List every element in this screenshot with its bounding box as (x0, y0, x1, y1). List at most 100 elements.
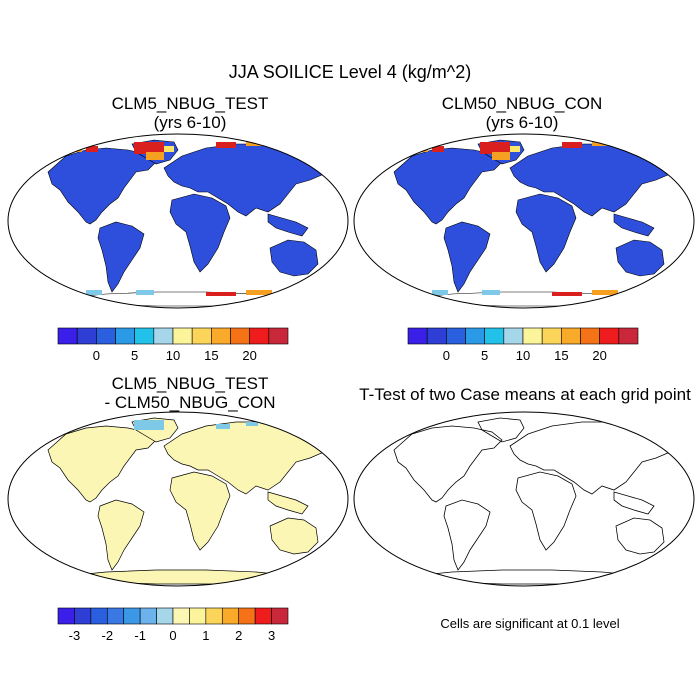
ice-patch (42, 156, 50, 162)
continent-north-america (47, 425, 157, 503)
ice-patch (388, 156, 396, 162)
ice-patch (206, 292, 236, 296)
map-control (353, 133, 695, 309)
colorbar-swatch (57, 607, 75, 625)
colorbar-swatch (522, 327, 543, 345)
ice-patch (146, 152, 164, 160)
colorbar-label: 10 (166, 348, 180, 363)
colorbar-label: 1 (202, 628, 209, 643)
ice-patch (164, 146, 174, 152)
continent-africa (169, 193, 231, 273)
continent-se-asia (267, 213, 309, 237)
panel-title-top-right: CLM50_NBUG_CON (yrs 6-10) (392, 94, 652, 132)
colorbar-swatch (426, 327, 447, 345)
colorbar-swatch (465, 327, 485, 345)
colorbar-swatch (76, 327, 97, 345)
colorbar-swatch (189, 607, 207, 625)
colorbar-swatch (407, 327, 428, 345)
panel-title-bottom-left-line2: - CLM50_NBUG_CON (104, 393, 276, 412)
colorbar-label: 0 (443, 348, 450, 363)
continent-australia (615, 239, 665, 277)
ice-patch (246, 290, 272, 295)
panel-title-bottom-right-line1: T-Test of two Case means at each grid po… (359, 385, 691, 404)
diff-patch (246, 422, 258, 426)
colorbar-label: -1 (134, 628, 146, 643)
ice-patch (592, 290, 618, 295)
ice-patch (480, 142, 510, 154)
colorbar-label: -3 (69, 628, 81, 643)
panel-title-top-right-line2: (yrs 6-10) (485, 113, 559, 132)
continent-south-america (443, 499, 491, 571)
colorbar-control: 0 5 10 15 20 (407, 327, 639, 363)
colorbar-label: 20 (592, 348, 606, 363)
continent-se-asia (613, 213, 655, 237)
ice-patch (44, 292, 64, 298)
colorbar-label: 0 (93, 348, 100, 363)
colorbar-swatch (271, 607, 289, 625)
ice-patch (86, 290, 102, 295)
ice-patch (432, 290, 448, 295)
colorbar-difference: -3 -2 -1 0 1 2 3 (57, 607, 289, 643)
colorbar-swatch (172, 327, 193, 345)
ice-patch (276, 142, 292, 148)
ice-patch (66, 146, 82, 152)
colorbar-label: 15 (204, 348, 218, 363)
panel-title-top-left-line1: CLM5_NBUG_TEST (111, 94, 269, 113)
continent-se-asia (267, 491, 309, 515)
ice-patch (562, 142, 582, 148)
panel-title-bottom-left: CLM5_NBUG_TEST - CLM50_NBUG_CON (60, 374, 320, 412)
colorbar-swatch (484, 327, 505, 345)
colorbar-swatch (106, 607, 125, 625)
continent-south-america (97, 221, 145, 293)
map-difference (7, 411, 349, 587)
colorbar-swatch (115, 327, 135, 345)
diff-patch (216, 424, 230, 429)
colorbar-label: 15 (554, 348, 568, 363)
colorbar-label: 2 (235, 628, 242, 643)
colorbar-swatch (139, 607, 157, 625)
panel-title-top-right-line1: CLM50_NBUG_CON (441, 94, 603, 113)
colorbar-swatch (191, 327, 212, 345)
continent-africa (169, 471, 231, 551)
colorbar-swatch (57, 327, 78, 345)
continent-australia (269, 517, 319, 555)
colorbar-swatch (74, 607, 92, 625)
map-border (7, 411, 349, 587)
significance-note: Cells are significant at 0.1 level (440, 616, 620, 631)
ice-patch (626, 292, 646, 297)
colorbar-swatch (238, 607, 256, 625)
panel-title-bottom-right: T-Test of two Case means at each grid po… (352, 385, 698, 404)
colorbar-swatch (599, 327, 620, 345)
colorbar-swatch (153, 327, 174, 345)
colorbar-swatch (268, 327, 289, 345)
colorbar-swatch (123, 607, 141, 625)
panel-title-bottom-left-line1: CLM5_NBUG_TEST (111, 374, 269, 393)
colorbar-swatch (580, 327, 600, 345)
ice-patch (50, 150, 64, 156)
ice-patch (432, 146, 444, 152)
ice-patch (412, 146, 428, 152)
ice-patch (390, 292, 410, 298)
continent-australia (269, 239, 319, 277)
ice-patch (510, 146, 520, 152)
continent-south-america (97, 499, 145, 571)
continent-australia (615, 517, 665, 555)
continent-se-asia (613, 491, 655, 515)
continent-greenland (477, 417, 525, 443)
continent-africa (515, 193, 577, 273)
ice-patch (652, 150, 662, 156)
colorbar-swatch (96, 327, 116, 345)
ice-patch (86, 146, 98, 152)
panel-title-top-left-line2: (yrs 6-10) (153, 113, 227, 132)
colorbar-label: 0 (169, 628, 176, 643)
map-border (353, 133, 695, 309)
ice-patch (482, 290, 500, 295)
ice-patch (216, 142, 236, 148)
colorbar-label: 10 (516, 348, 530, 363)
colorbar-swatch (254, 607, 272, 625)
colorbar-swatch (134, 327, 155, 345)
colorbar-swatch (541, 327, 562, 345)
colorbar-label: -2 (102, 628, 114, 643)
colorbar-swatch (561, 327, 581, 345)
ice-patch (552, 292, 582, 296)
